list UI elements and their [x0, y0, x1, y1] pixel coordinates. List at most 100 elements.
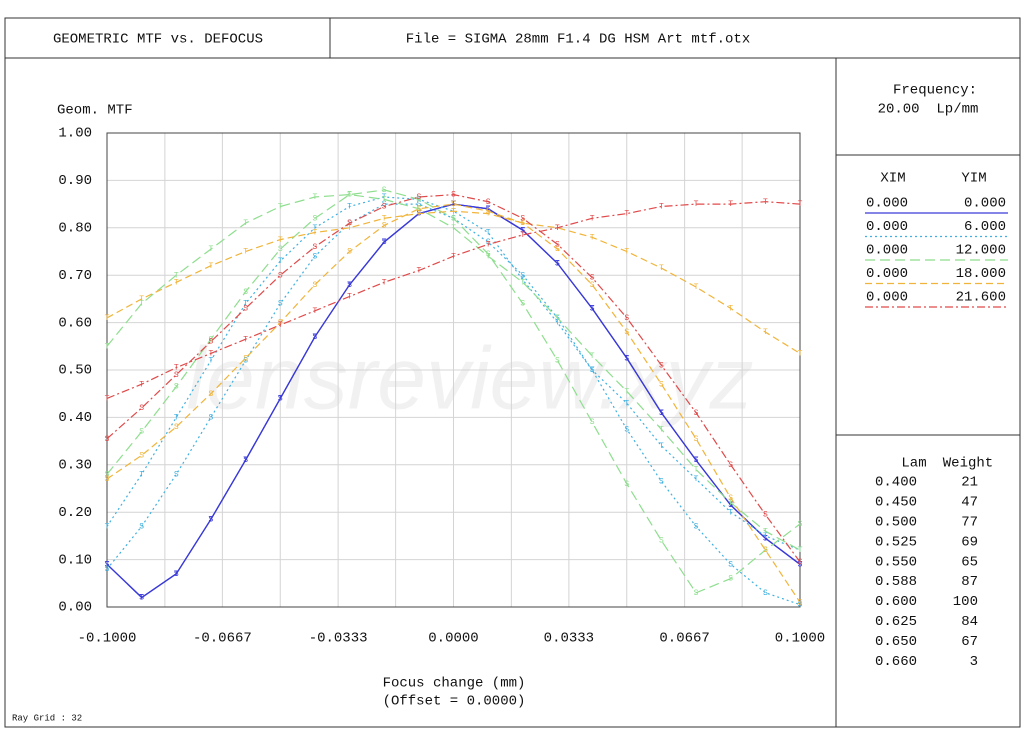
point-marker: S: [624, 328, 629, 337]
point-marker: S: [555, 357, 560, 366]
point-marker: S: [590, 304, 595, 313]
point-marker: T: [105, 342, 110, 351]
point-marker: T: [728, 508, 733, 517]
point-marker: S: [382, 200, 387, 209]
mtf-curve: [106, 193, 801, 551]
point-marker: T: [347, 191, 352, 200]
point-marker: S: [416, 195, 421, 204]
ray-grid-note: Ray Grid : 32: [12, 713, 82, 723]
point-marker: T: [174, 414, 179, 423]
legend-xim: 0.000: [866, 266, 908, 282]
point-marker: T: [139, 295, 144, 304]
point-marker: S: [278, 395, 283, 404]
point-marker: T: [174, 278, 179, 287]
point-marker: S: [243, 304, 248, 313]
point-marker: S: [139, 523, 144, 532]
weight: 47: [961, 495, 978, 511]
point-marker: T: [209, 262, 214, 271]
weight: 3: [970, 654, 978, 670]
x-tick-label: 0.0667: [659, 631, 709, 647]
point-marker: S: [728, 560, 733, 569]
point-marker: S: [382, 186, 387, 195]
point-marker: T: [728, 304, 733, 313]
x-tick-label: 0.0000: [428, 631, 478, 647]
point-marker: S: [451, 191, 456, 200]
mtf-curve: [106, 196, 801, 551]
field-header: YIM: [961, 171, 986, 187]
point-marker: S: [763, 534, 768, 543]
wavelength: 0.650: [875, 634, 917, 650]
point-marker: T: [555, 314, 560, 323]
point-marker: T: [694, 283, 699, 292]
legend-yim: 12.000: [956, 243, 1006, 259]
x-tick-label: -0.1000: [78, 631, 137, 647]
point-marker: T: [486, 229, 491, 238]
point-marker: S: [209, 335, 214, 344]
y-tick-label: 0.30: [58, 458, 92, 474]
point-marker: S: [174, 371, 179, 380]
point-marker: S: [624, 354, 629, 363]
point-marker: S: [694, 589, 699, 598]
point-marker: T: [555, 224, 560, 233]
point-marker: S: [139, 428, 144, 437]
point-marker: S: [312, 243, 317, 252]
point-marker: S: [520, 226, 525, 235]
x-axis-label: Focus change (mm): [383, 676, 526, 692]
point-marker: S: [659, 380, 664, 389]
point-marker: T: [416, 205, 421, 214]
wavelength: 0.550: [875, 554, 917, 570]
legend-yim: 18.000: [956, 266, 1006, 282]
weight: 77: [961, 515, 978, 531]
point-marker: T: [243, 248, 248, 257]
legend-xim: 0.000: [866, 290, 908, 306]
point-marker: S: [382, 203, 387, 212]
point-marker: S: [694, 435, 699, 444]
point-marker: S: [624, 314, 629, 323]
frequency-value: 20.00 Lp/mm: [878, 102, 979, 118]
mtf-curve: [106, 189, 801, 594]
point-marker: S: [312, 333, 317, 342]
y-tick-label: 0.20: [58, 505, 92, 521]
point-marker: S: [798, 520, 803, 529]
point-marker: T: [278, 203, 283, 212]
y-tick-label: 0.10: [58, 552, 92, 568]
plot-border: [106, 132, 801, 608]
point-marker: S: [243, 288, 248, 297]
point-marker: S: [105, 435, 110, 444]
point-marker: T: [312, 307, 317, 316]
point-marker: T: [520, 278, 525, 287]
point-marker: S: [694, 456, 699, 465]
point-marker: T: [209, 350, 214, 359]
legend-yim: 21.600: [956, 290, 1006, 306]
point-marker: T: [486, 252, 491, 261]
point-marker: T: [347, 224, 352, 233]
outer-frame: [4, 17, 1021, 728]
wavelength: 0.625: [875, 614, 917, 630]
point-marker: T: [451, 207, 456, 216]
point-marker: S: [209, 515, 214, 524]
point-marker: S: [174, 470, 179, 479]
point-marker: T: [659, 264, 664, 273]
legend-xim: 0.000: [866, 219, 908, 235]
point-marker: T: [139, 300, 144, 309]
point-marker: S: [174, 570, 179, 579]
point-marker: S: [416, 200, 421, 209]
point-marker: T: [416, 267, 421, 276]
point-marker: S: [659, 477, 664, 486]
point-marker: T: [590, 352, 595, 361]
point-marker: S: [209, 390, 214, 399]
x-axis-sublabel: (Offset = 0.0000): [383, 694, 526, 710]
legend-yim: 0.000: [964, 196, 1006, 212]
point-marker: S: [555, 240, 560, 249]
point-marker: T: [278, 321, 283, 330]
point-marker: T: [763, 328, 768, 337]
point-marker: S: [486, 205, 491, 214]
point-marker: T: [382, 193, 387, 202]
point-marker: S: [590, 366, 595, 375]
point-marker: T: [763, 527, 768, 536]
point-marker: T: [105, 314, 110, 323]
point-marker: T: [105, 523, 110, 532]
y-tick-label: 0.90: [58, 173, 92, 189]
point-marker: S: [347, 248, 352, 257]
point-marker: S: [798, 601, 803, 610]
